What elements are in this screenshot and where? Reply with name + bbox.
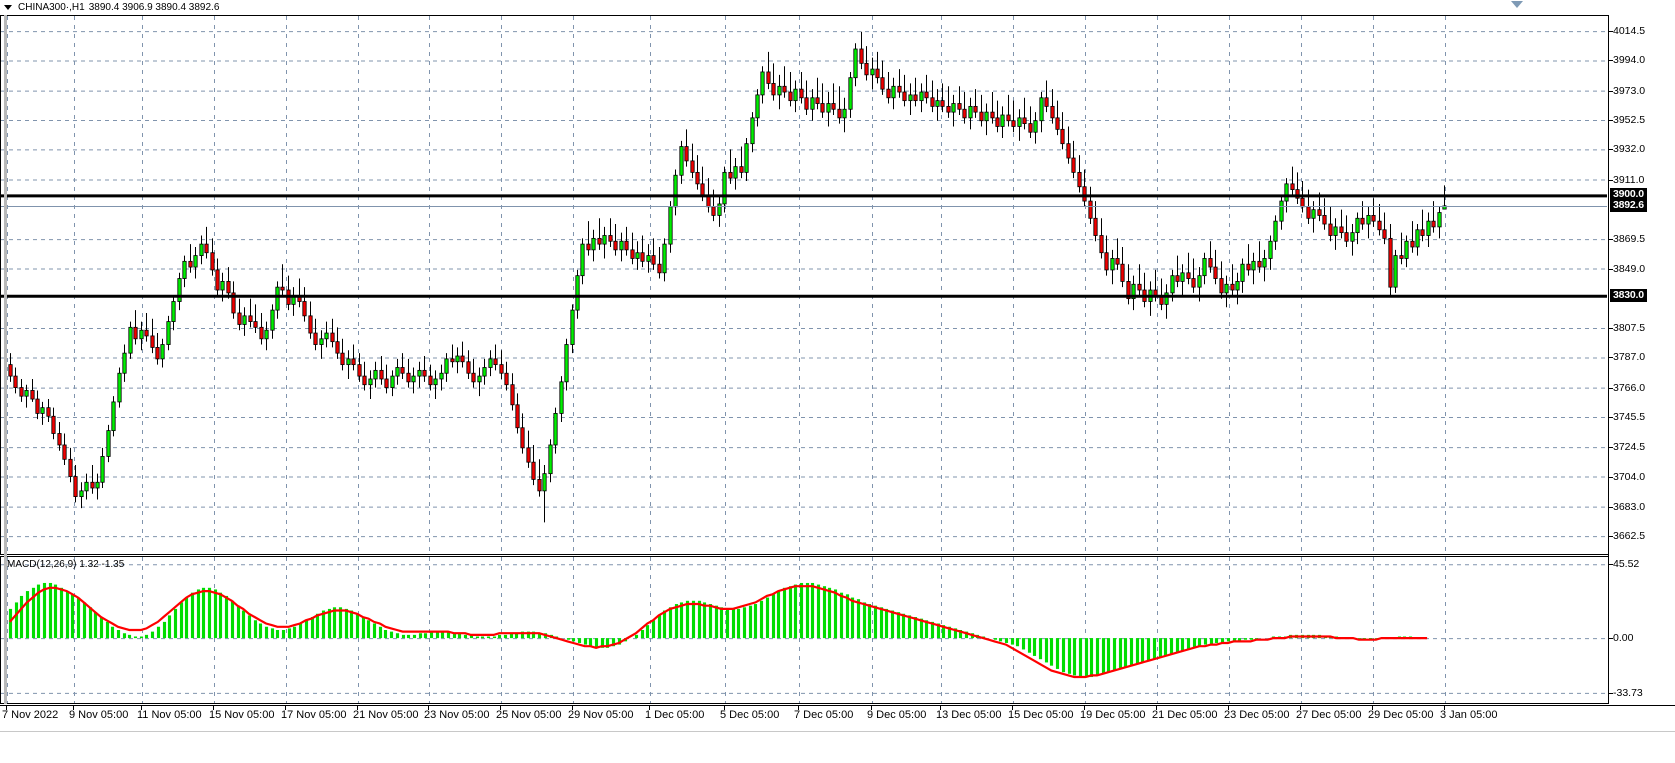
time-axis-label: 27 Dec 05:00 <box>1296 709 1362 721</box>
level-price-tag: 3830.0 <box>1610 288 1647 302</box>
time-axis[interactable]: 7 Nov 2022 9 Nov 05:00 11 Nov 05:00 15 Nov … <box>0 705 1675 733</box>
axis-tickmark <box>1609 239 1613 241</box>
axis-tickmark <box>1609 447 1613 449</box>
time-axis-label: 9 Nov 05:00 <box>69 709 129 721</box>
level-price-tag: 3900.0 <box>1610 188 1647 202</box>
time-axis-tickmark <box>649 706 650 710</box>
left-scroll-gutter[interactable] <box>4 15 7 704</box>
time-axis-tickmark <box>572 706 573 710</box>
time-axis-label: 23 Dec 05:00 <box>1224 709 1290 721</box>
macd-axis-tick: 0.00 <box>1613 632 1634 645</box>
axis-tickmark <box>1609 564 1613 566</box>
axis-tickmark <box>1609 60 1613 62</box>
macd-indicator-label: MACD(12,26,9) 1.32 -1.35 <box>7 559 125 570</box>
time-axis-tickmark <box>1012 706 1013 710</box>
axis-tickmark <box>1609 416 1613 418</box>
axis-tickmark <box>1609 476 1613 478</box>
time-axis-label: 29 Dec 05:00 <box>1368 709 1434 721</box>
time-axis-tickmark <box>6 706 7 710</box>
axis-tickmark <box>1609 268 1613 270</box>
time-axis-tickmark <box>798 706 799 710</box>
price-axis-tick: 3704.0 <box>1613 470 1646 483</box>
time-axis-label: 21 Dec 05:00 <box>1152 709 1218 721</box>
price-axis-tick: 3662.5 <box>1613 530 1646 543</box>
price-axis-tick: 3683.0 <box>1613 500 1646 513</box>
price-axis-tick: 3994.0 <box>1613 54 1646 67</box>
time-axis-label: 5 Dec 05:00 <box>720 709 780 721</box>
price-axis-tick: 3973.0 <box>1613 84 1646 97</box>
symbol-timeframe-label: CHINA300·,H1 <box>18 2 85 13</box>
time-axis-label: 23 Nov 05:00 <box>424 709 490 721</box>
chart-titlebar: CHINA300·,H1 3890.4 3906.9 3890.4 3892.6 <box>0 0 1675 15</box>
time-axis-tickmark <box>285 706 286 710</box>
price-axis-tick: 3807.5 <box>1613 322 1646 335</box>
price-axis-tick: 3911.0 <box>1613 173 1645 186</box>
price-candles-svg <box>1 16 1607 554</box>
time-axis-tickmark <box>1156 706 1157 710</box>
time-axis-tickmark <box>871 706 872 710</box>
macd-axis-tick: 45.52 <box>1613 558 1640 571</box>
price-axis-tick: 3932.0 <box>1613 143 1646 156</box>
axis-tickmark <box>1609 387 1613 389</box>
time-axis-tickmark <box>73 706 74 710</box>
time-axis-tickmark <box>1444 706 1445 710</box>
price-axis[interactable]: 4014.5 3994.0 3973.0 3952.5 3932.0 3911.0 3869… <box>1608 15 1675 704</box>
time-axis-tickmark <box>1084 706 1085 710</box>
time-axis-tickmark <box>213 706 214 710</box>
time-axis-tickmark <box>428 706 429 710</box>
price-axis-tick: 3724.5 <box>1613 441 1646 454</box>
price-chart-pane[interactable] <box>0 15 1608 555</box>
macd-axis-tick: -33.73 <box>1613 686 1643 699</box>
current-price-tag: 3892.6 <box>1610 198 1647 212</box>
price-axis-tick: 3745.5 <box>1613 410 1646 423</box>
chart-bottom-strip <box>0 731 1675 763</box>
time-axis-label: 25 Nov 05:00 <box>496 709 562 721</box>
macd-svg <box>1 557 1607 703</box>
price-axis-tick: 3849.0 <box>1613 262 1646 275</box>
time-axis-label: 1 Dec 05:00 <box>645 709 705 721</box>
time-axis-tickmark <box>357 706 358 710</box>
time-axis-tickmark <box>500 706 501 710</box>
price-axis-tick: 3766.0 <box>1613 381 1646 394</box>
time-axis-tickmark <box>1228 706 1229 710</box>
time-axis-label: 29 Nov 05:00 <box>568 709 634 721</box>
axis-tickmark <box>1609 536 1613 538</box>
time-axis-tickmark <box>1372 706 1373 710</box>
axis-tickmark <box>1609 357 1613 359</box>
time-axis-tickmark <box>1300 706 1301 710</box>
axis-tickmark <box>1609 179 1613 181</box>
triangle-down-icon[interactable] <box>4 5 12 10</box>
ohlc-readout: 3890.4 3906.9 3890.4 3892.6 <box>88 2 220 13</box>
time-axis-label: 7 Dec 05:00 <box>794 709 854 721</box>
axis-tickmark <box>1609 31 1613 33</box>
axis-tickmark <box>1609 149 1613 151</box>
axis-tickmark <box>1609 506 1613 508</box>
axis-tickmark <box>1609 90 1613 92</box>
price-axis-tick: 3869.5 <box>1613 233 1646 246</box>
time-axis-label: 7 Nov 2022 <box>2 709 59 721</box>
time-axis-label: 11 Nov 05:00 <box>137 709 202 721</box>
axis-tickmark <box>1609 328 1613 330</box>
time-axis-label: 17 Nov 05:00 <box>281 709 347 721</box>
price-axis-tick: 3787.0 <box>1613 351 1646 364</box>
time-axis-label: 13 Dec 05:00 <box>936 709 1002 721</box>
collapse-triangle-icon[interactable] <box>1511 1 1523 8</box>
axis-tickmark <box>1609 692 1613 694</box>
time-axis-label: 19 Dec 05:00 <box>1080 709 1146 721</box>
time-axis-label: 9 Dec 05:00 <box>867 709 927 721</box>
chart-frame: MACD(12,26,9) 1.32 -1.35 4014.5 3994.0 397… <box>0 15 1675 763</box>
macd-indicator-pane[interactable]: MACD(12,26,9) 1.32 -1.35 <box>0 556 1608 704</box>
time-axis-label: 3 Jan 05:00 <box>1440 709 1498 721</box>
time-axis-tickmark <box>141 706 142 710</box>
axis-tickmark <box>1609 638 1613 640</box>
time-axis-tickmark <box>940 706 941 710</box>
time-axis-label: 15 Dec 05:00 <box>1008 709 1074 721</box>
time-axis-label: 21 Nov 05:00 <box>353 709 419 721</box>
price-axis-tick: 3952.5 <box>1613 114 1646 126</box>
time-axis-tickmark <box>724 706 725 710</box>
time-axis-label: 15 Nov 05:00 <box>209 709 275 721</box>
axis-tickmark <box>1609 120 1613 121</box>
price-axis-tick: 4014.5 <box>1613 25 1646 38</box>
